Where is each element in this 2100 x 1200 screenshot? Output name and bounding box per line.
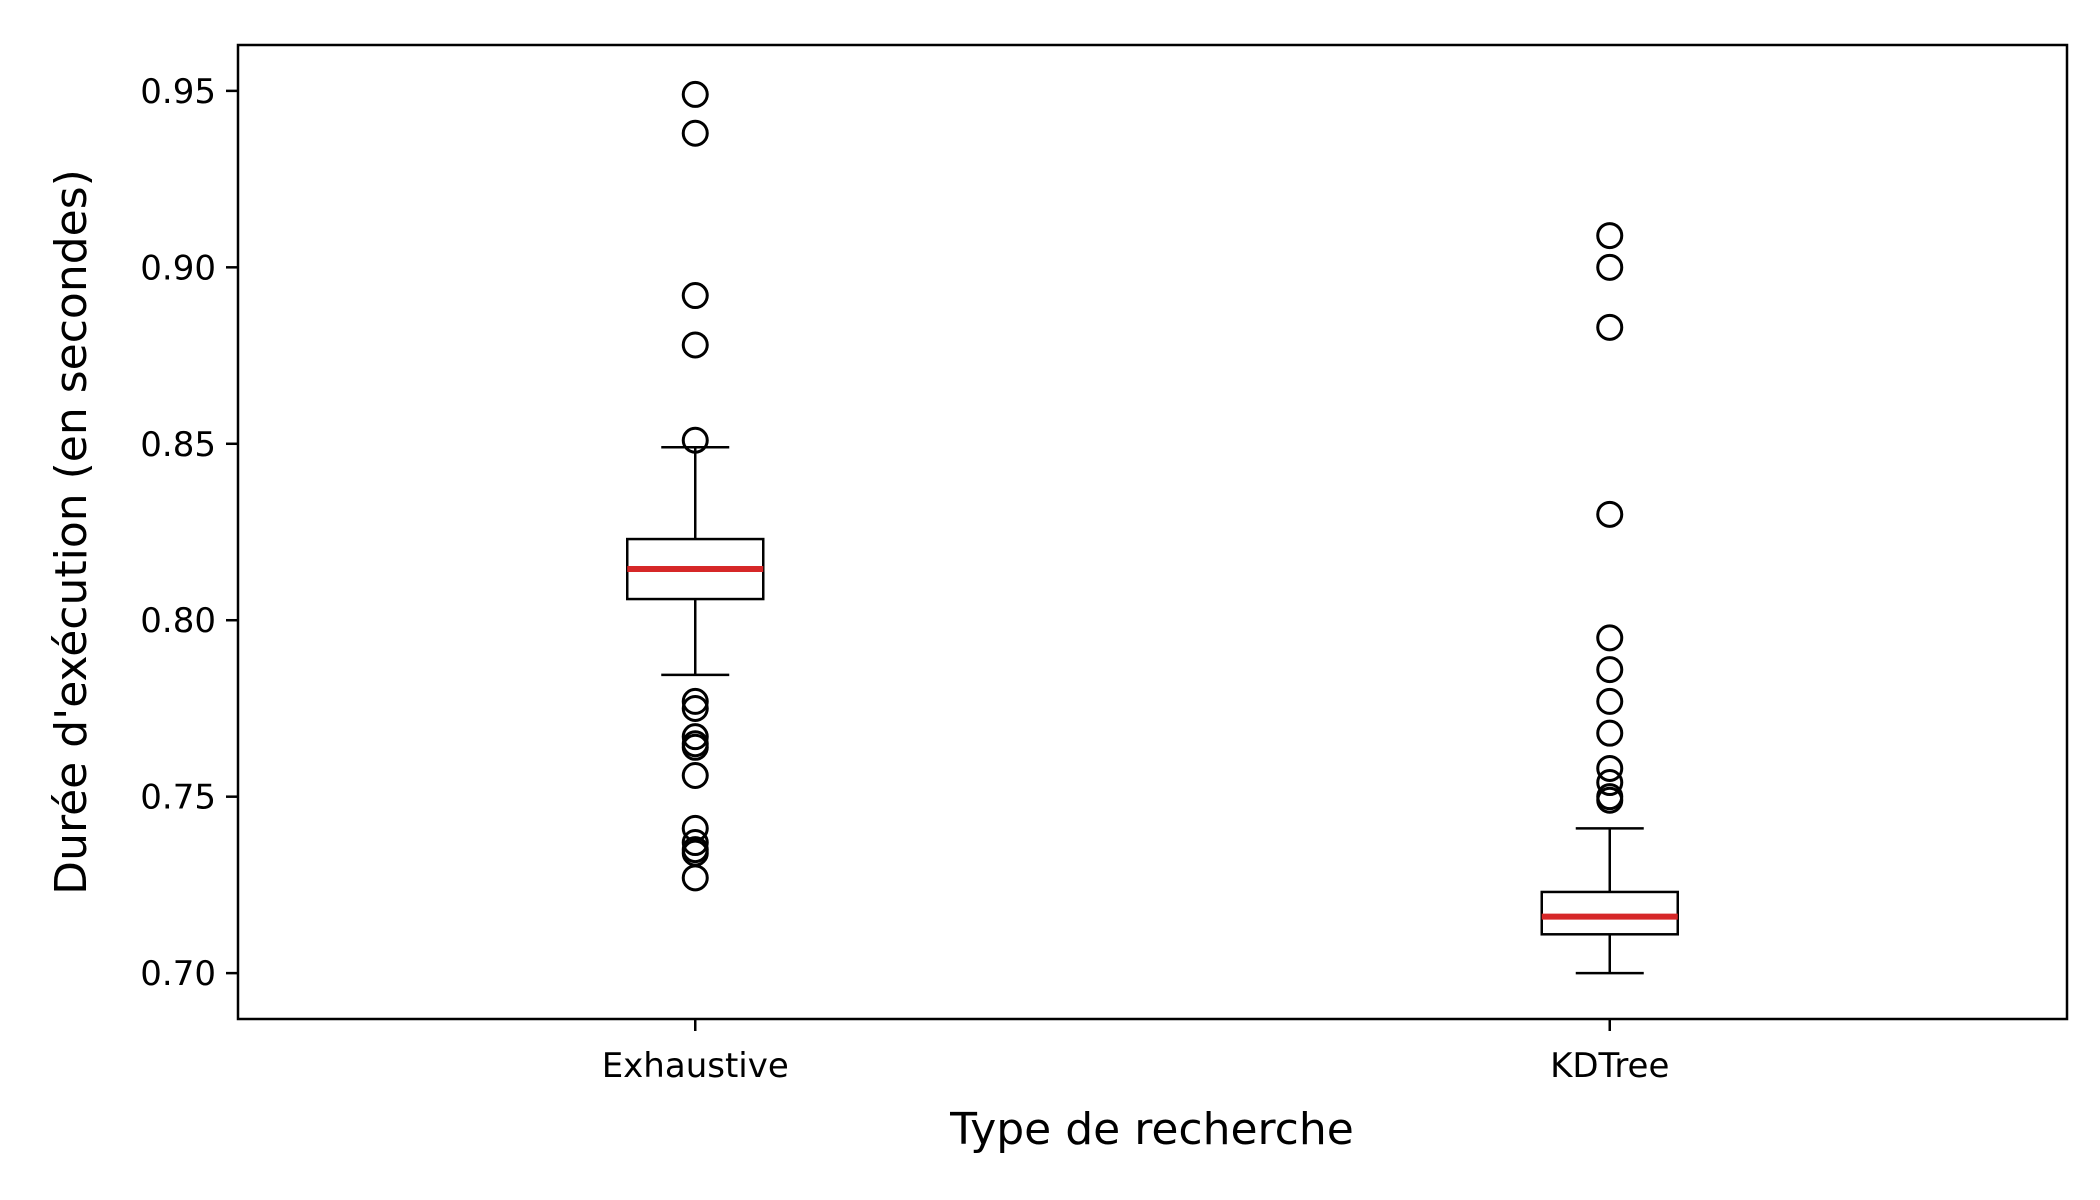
chart-marks [626, 80, 1679, 975]
outlier-point [681, 723, 709, 751]
box-group-kdtree [1540, 222, 1679, 975]
x-tick-label: KDTree [1550, 1046, 1669, 1086]
outlier-point [681, 282, 709, 310]
outlier-point [681, 687, 709, 715]
outlier-point [1596, 656, 1624, 684]
plot-area-frame [236, 43, 2069, 1021]
outlier-point [1596, 500, 1624, 528]
outlier-point [1596, 313, 1624, 341]
y-tick-label: 0.90 [140, 248, 216, 288]
outlier-point [681, 762, 709, 789]
x-axis-label: Type de recherche [949, 1104, 1354, 1155]
outlier-point [681, 694, 709, 722]
y-tick-label: 0.85 [140, 425, 216, 465]
outlier-point [1596, 624, 1624, 652]
y-tick-label: 0.80 [140, 601, 216, 641]
y-tick-label: 0.70 [140, 954, 216, 994]
outlier-point [1596, 687, 1624, 715]
x-tick-label: Exhaustive [602, 1046, 789, 1086]
outlier-point [681, 331, 709, 359]
box-iqr [1540, 890, 1679, 936]
box-group-exhaustive [626, 80, 765, 892]
outlier-point [1596, 253, 1624, 281]
y-axis: 0.70 0.75 0.80 0.85 0.90 0.95 [140, 72, 238, 994]
outlier-point [1596, 222, 1624, 250]
outlier-point [681, 864, 709, 892]
outlier-point [681, 80, 709, 108]
outlier-point [1596, 754, 1624, 782]
outlier-point [681, 733, 709, 761]
outlier-point [681, 426, 709, 454]
x-axis: Exhaustive KDTree [602, 1019, 1669, 1086]
outlier-point [681, 119, 709, 147]
outlier-point [1596, 719, 1624, 747]
y-tick-label: 0.75 [140, 778, 216, 818]
outlier-point [1596, 769, 1624, 797]
outlier-point [1596, 786, 1624, 814]
outlier-point [681, 829, 709, 857]
y-tick-label: 0.95 [140, 72, 216, 112]
y-axis-label: Durée d'exécution (en secondes) [46, 169, 97, 895]
